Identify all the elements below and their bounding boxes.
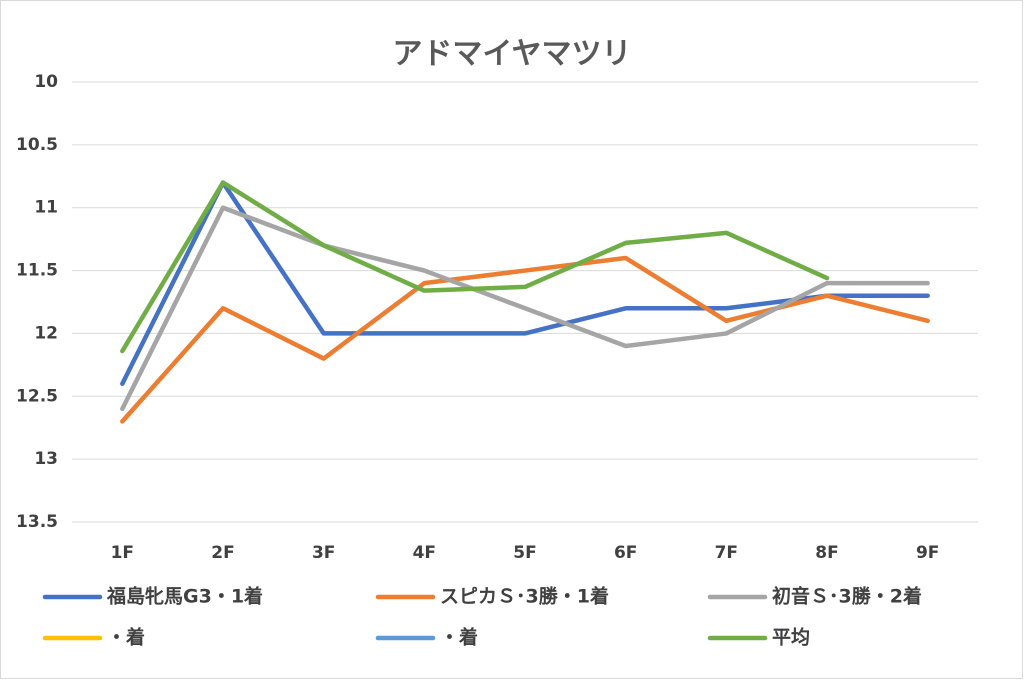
x-tick-label: 6F (614, 543, 637, 563)
legend-label: ・着 (107, 626, 145, 649)
series-line (120, 180, 830, 354)
y-tick-label: 10.5 (16, 135, 58, 155)
y-tick-label: 10 (34, 72, 58, 92)
y-tick-label: 11.5 (16, 261, 58, 281)
legend-label: スピカＳ･3勝・1着 (440, 585, 609, 608)
x-tick-label: 8F (815, 543, 838, 563)
series-line (120, 255, 930, 424)
x-tick-label: 5F (513, 543, 536, 563)
y-tick-label: 12 (34, 323, 58, 343)
x-tick-label: 1F (111, 543, 134, 563)
series-line (120, 205, 930, 412)
y-tick-label: 13 (34, 449, 58, 469)
x-tick-label: 4F (413, 543, 436, 563)
legend-label: ・着 (440, 626, 478, 649)
x-tick-label: 7F (715, 543, 738, 563)
x-tick-label: 3F (312, 543, 335, 563)
y-tick-label: 12.5 (16, 386, 58, 406)
x-tick-label: 9F (916, 543, 939, 563)
legend-label: 福島牝馬G3・1着 (106, 585, 263, 608)
x-tick-label: 2F (211, 543, 234, 563)
y-tick-label: 11 (34, 198, 58, 218)
chart-title: アドマイヤマツリ (392, 37, 631, 72)
y-tick-label: 13.5 (16, 512, 58, 532)
legend-label: 初音Ｓ･3勝・2着 (772, 585, 922, 608)
legend-label: 平均 (772, 626, 810, 649)
